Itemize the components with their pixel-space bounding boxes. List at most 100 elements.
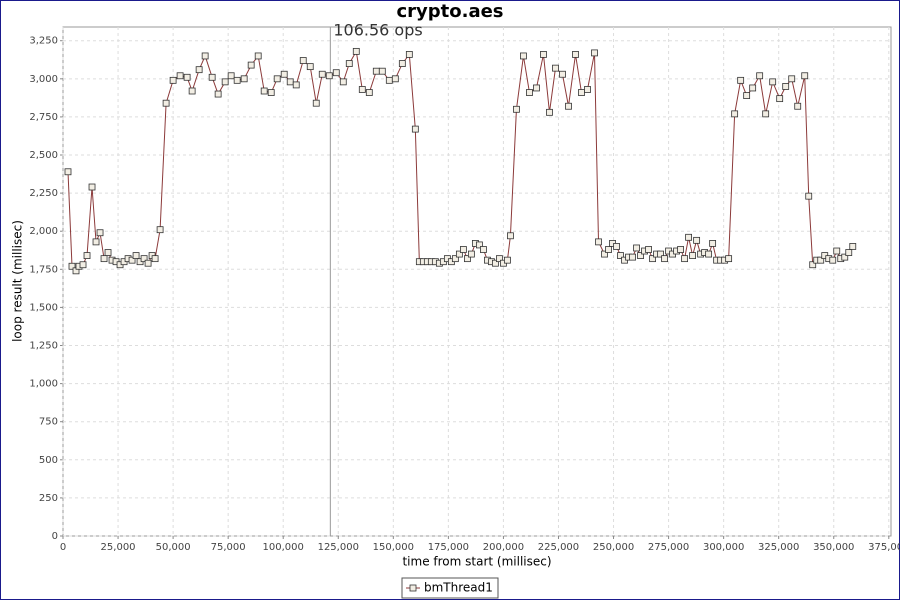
data-point (372, 67, 380, 75)
y-tick-label: 2,750 (29, 112, 58, 123)
data-point (358, 86, 366, 93)
data-point (801, 72, 809, 80)
x-tick-label: 375,000 (868, 542, 900, 553)
data-point (507, 232, 514, 240)
data-point (79, 261, 87, 269)
data-point (183, 73, 191, 81)
data-point (96, 229, 104, 237)
data-point (480, 246, 487, 253)
data-point (463, 255, 471, 263)
data-point (492, 259, 499, 267)
x-tick-label: 225,000 (538, 542, 579, 553)
data-point (83, 252, 91, 259)
data-point (657, 250, 664, 258)
data-point (833, 247, 841, 255)
y-axis-label: loop result (millisec) (11, 220, 25, 342)
data-point (613, 243, 620, 250)
data-point (769, 78, 777, 86)
data-point (788, 75, 796, 83)
data-point (591, 49, 598, 57)
data-point (578, 89, 585, 96)
data-point (817, 256, 825, 264)
data-point (685, 233, 693, 241)
data-point (227, 72, 235, 80)
data-point (533, 84, 540, 92)
data-point (520, 52, 527, 60)
data-point (841, 253, 849, 261)
data-point (100, 255, 108, 263)
y-tick-label: 3,000 (29, 74, 58, 85)
data-point (584, 86, 591, 93)
data-point (565, 102, 572, 110)
data-point (247, 61, 255, 69)
data-point (233, 76, 241, 84)
data-point (286, 78, 294, 86)
data-point (526, 89, 533, 96)
y-tick-label: 1,750 (29, 264, 58, 275)
data-point (661, 255, 668, 263)
data-point (601, 250, 608, 258)
y-tick-label: 1,250 (29, 341, 58, 352)
plot-area (62, 26, 892, 537)
data-point (352, 47, 360, 55)
data-point (709, 240, 717, 247)
data-point (92, 238, 100, 246)
x-axis-label: time from start (millisec) (402, 555, 551, 569)
data-point (756, 72, 764, 80)
data-point (68, 262, 76, 270)
data-point (176, 72, 184, 80)
data-point (737, 76, 745, 84)
data-point (467, 250, 475, 258)
x-tick-label: 300,000 (703, 542, 744, 553)
data-point (540, 51, 547, 58)
x-tick-label: 350,000 (813, 542, 854, 553)
data-point (829, 256, 837, 264)
data-point (140, 255, 148, 263)
y-tick-label: 1,000 (29, 379, 58, 390)
x-tick-label: 100,000 (263, 542, 304, 553)
data-point (345, 60, 353, 67)
data-point (254, 52, 262, 60)
data-point (405, 51, 413, 58)
data-point (805, 192, 813, 200)
data-point (391, 75, 399, 83)
data-point (280, 70, 288, 78)
y-tick-label: 500 (39, 455, 58, 466)
data-point (128, 256, 136, 264)
legend-marker (409, 584, 417, 592)
x-tick-label: 125,000 (318, 542, 359, 553)
data-point (649, 255, 656, 263)
data-point (398, 60, 406, 67)
data-point (144, 259, 152, 267)
data-point (459, 246, 467, 253)
data-point (629, 253, 636, 261)
chart-title: crypto.aes (396, 1, 503, 22)
y-tick-label: 250 (39, 493, 58, 504)
data-point (637, 252, 644, 259)
data-point (292, 81, 300, 89)
y-tick-label: 3,250 (29, 36, 58, 47)
x-tick-label: 325,000 (758, 542, 799, 553)
data-point (385, 76, 393, 84)
y-tick-label: 1,500 (29, 302, 58, 313)
data-point (693, 236, 701, 244)
data-point (595, 238, 602, 246)
data-point (559, 70, 566, 78)
data-point (572, 51, 579, 58)
data-point (743, 92, 751, 99)
data-point (378, 67, 386, 75)
data-point (260, 87, 268, 95)
x-tick-label: 75,000 (211, 542, 246, 553)
data-point (749, 84, 757, 92)
data-point (782, 83, 790, 90)
x-tick-label: 0 (60, 542, 66, 553)
legend-label: bmThread1 (424, 581, 493, 595)
data-point (273, 75, 281, 83)
data-point (169, 76, 177, 84)
data-point (731, 110, 739, 118)
data-point (64, 168, 72, 176)
data-point (809, 261, 817, 269)
data-point (214, 90, 222, 98)
legend-box (401, 577, 499, 599)
data-point (365, 89, 373, 96)
